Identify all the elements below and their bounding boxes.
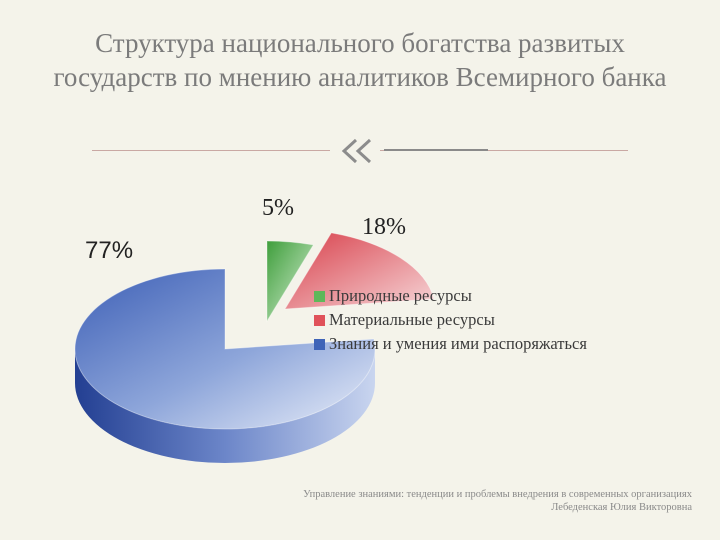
slice-natural-resources <box>266 240 315 323</box>
double-chevron-left-icon <box>341 138 372 164</box>
slice-knowledge-skills <box>74 268 376 430</box>
title-divider-right <box>380 150 628 151</box>
title-divider-accent <box>384 149 488 151</box>
legend-swatch-knowledge-skills <box>314 339 325 350</box>
legend-label-material-resources: Материальные ресурсы <box>329 310 495 329</box>
legend-swatch-material-resources <box>314 315 325 326</box>
footer-line-1: Управление знаниями: тенденции и проблем… <box>303 489 692 500</box>
data-label-natural-resources: 5% <box>262 195 294 221</box>
legend-label-knowledge-skills: Знания и умения ими распоряжаться <box>329 334 587 353</box>
data-label-knowledge-skills: 77% <box>85 237 133 264</box>
footer-line-2: Лебеденская Юлия Викторовна <box>551 502 692 513</box>
title-divider-left <box>92 150 330 151</box>
legend-label-natural-resources: Природные ресурсы <box>329 286 472 305</box>
footer: Управление знаниями: тенденции и проблем… <box>132 488 692 514</box>
slice-side-knowledge-skills <box>75 349 375 463</box>
slice-material-resources <box>284 232 435 310</box>
legend-swatch-natural-resources <box>314 291 325 302</box>
slide-title: Структура национального богатства развит… <box>53 28 667 92</box>
data-label-material-resources: 18% <box>362 214 406 240</box>
